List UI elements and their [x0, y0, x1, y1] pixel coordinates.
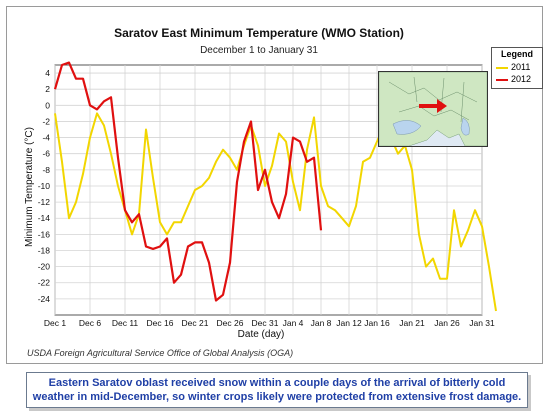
y-tick-label: -10 — [38, 181, 51, 191]
legend-label-2012: 2012 — [511, 74, 532, 84]
y-tick-label: -18 — [38, 245, 51, 255]
y-tick-label: -24 — [38, 294, 51, 304]
y-tick-label: -6 — [42, 149, 50, 159]
axis-layer: 4 2 0 -2 -4 -6 -8 -10 -12 -14 -16 -18 -20 -22 -24 Dec 1… — [38, 68, 495, 328]
x-tick-label: Jan 4 — [283, 318, 304, 328]
black-sea — [392, 120, 422, 135]
x-tick-label: Dec 1 — [44, 318, 66, 328]
caption-line-2: weather in mid-December, so winter crops… — [32, 391, 522, 403]
y-tick-label: -12 — [38, 197, 51, 207]
y-tick-label: -8 — [42, 165, 50, 175]
x-tick-label: Dec 31 — [252, 318, 279, 328]
x-tick-label: Dec 6 — [79, 318, 101, 328]
y-axis-label: Minimum Temperature (°C) — [24, 127, 35, 247]
x-tick-label: Dec 16 — [147, 318, 174, 328]
y-tick-label: -14 — [38, 213, 51, 223]
chart-title: Saratov East Minimum Temperature (WMO St… — [114, 26, 404, 40]
y-tick-label: 2 — [45, 84, 50, 94]
chart-panel: Saratov East Minimum Temperature (WMO St… — [6, 6, 543, 364]
footnote: USDA Foreign Agricultural Service Office… — [27, 348, 294, 358]
series-layer — [53, 61, 497, 312]
y-tick-label: -16 — [38, 229, 51, 239]
caption-text: Eastern Saratov oblast received snow wit… — [27, 376, 527, 404]
legend-item-2012: 2012 — [496, 74, 531, 84]
y-tick-label: -20 — [38, 262, 51, 272]
x-tick-label: Dec 26 — [217, 318, 244, 328]
x-axis-label: Date (day) — [238, 329, 285, 340]
legend-title: Legend — [500, 49, 533, 59]
caption-box: Eastern Saratov oblast received snow wit… — [26, 372, 528, 408]
legend-swatch-2011 — [496, 66, 508, 69]
y-tick-label: -4 — [42, 133, 50, 143]
x-tick-label: Jan 21 — [399, 318, 425, 328]
legend-label-2011: 2011 — [511, 62, 531, 72]
y-tick-label: -2 — [42, 116, 50, 126]
x-tick-label: Jan 8 — [311, 318, 332, 328]
series-line-2011 — [54, 112, 497, 312]
legend: Legend 2011 2012 — [491, 47, 543, 89]
x-tick-label: Jan 16 — [364, 318, 390, 328]
y-tick-label: -22 — [38, 278, 51, 288]
chart-subtitle: December 1 to January 31 — [200, 45, 318, 56]
x-tick-label: Dec 11 — [112, 318, 139, 328]
caption-line-1: Eastern Saratov oblast received snow wit… — [48, 377, 506, 389]
x-tick-label: Jan 26 — [434, 318, 460, 328]
x-tick-label: Dec 21 — [182, 318, 209, 328]
x-tick-label: Jan 12 — [336, 318, 362, 328]
series-line-2012 — [53, 61, 323, 302]
map-inset — [378, 71, 488, 147]
legend-swatch-2012 — [496, 78, 508, 81]
location-arrow — [419, 99, 447, 113]
region-borders — [388, 76, 478, 123]
temperature-chart: Saratov East Minimum Temperature (WMO St… — [24, 26, 497, 340]
y-tick-label: 0 — [45, 100, 50, 110]
x-tick-label: Jan 31 — [469, 318, 495, 328]
legend-item-2011: 2011 — [496, 62, 530, 72]
y-tick-label: 4 — [45, 68, 50, 78]
caspian-sea — [460, 117, 470, 136]
